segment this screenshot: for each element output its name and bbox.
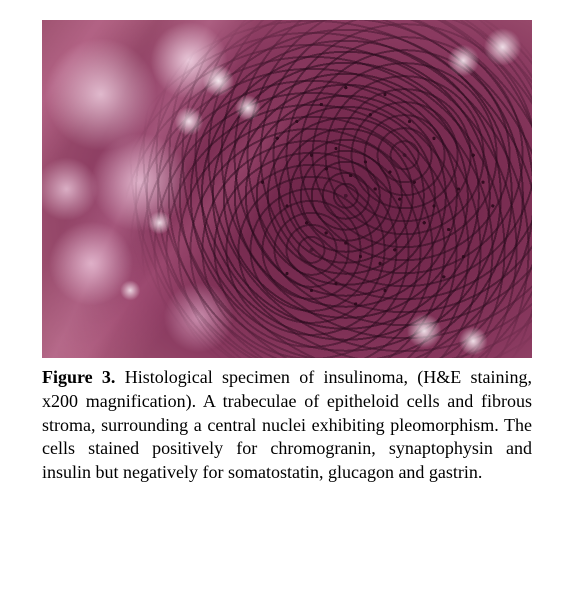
figure-caption-text: Histological specimen of insulinoma, (H&… bbox=[42, 367, 532, 482]
figure-label: Figure 3. bbox=[42, 367, 115, 387]
figure-caption: Figure 3. Histological specimen of insul… bbox=[42, 366, 532, 485]
figure-container: Figure 3. Histological specimen of insul… bbox=[0, 0, 573, 523]
histology-image bbox=[42, 20, 532, 358]
histology-clear-spaces bbox=[42, 20, 532, 358]
